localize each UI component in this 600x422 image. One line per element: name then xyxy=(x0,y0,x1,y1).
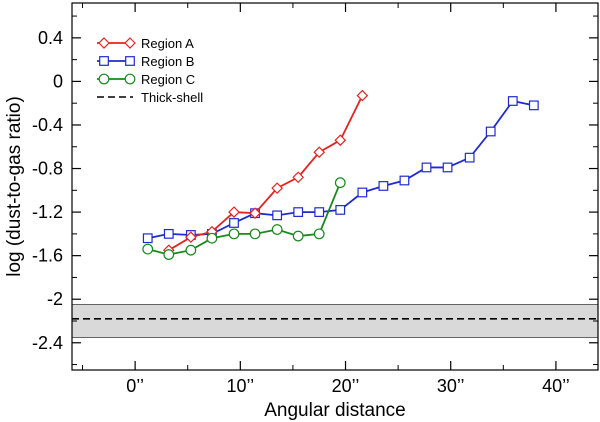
region-b-point xyxy=(314,207,325,217)
region-c-point xyxy=(313,228,325,240)
region-c-point xyxy=(185,244,197,256)
legend-label-region-b: Region B xyxy=(141,54,194,69)
region-c-line xyxy=(147,182,342,256)
region-b-point xyxy=(163,228,174,239)
legend: Region A Region B Region C Thick-shell xyxy=(97,36,203,105)
region-b-point xyxy=(357,187,368,198)
y-tick-label: -2 xyxy=(47,289,63,309)
legend-marker-region-c xyxy=(98,73,110,85)
region-a-point xyxy=(185,231,197,243)
region-a-line xyxy=(168,95,364,251)
region-c-point xyxy=(292,230,304,242)
region-c-point xyxy=(334,177,346,189)
legend-marker-region-c xyxy=(124,73,136,85)
region-c-series xyxy=(142,177,346,260)
region-b-point xyxy=(293,207,304,217)
region-a-point xyxy=(249,207,261,220)
region-a-point xyxy=(271,182,283,194)
y-tick-label: 0.4 xyxy=(38,28,63,48)
region-b-point xyxy=(378,181,389,191)
region-c-point xyxy=(228,228,240,240)
y-tick-label: -1.6 xyxy=(32,246,63,266)
region-a-point xyxy=(313,146,326,159)
region-b-point xyxy=(399,175,410,186)
y-tick-label: -0.4 xyxy=(32,115,63,135)
x-tick-label: 10’’ xyxy=(226,376,254,396)
region-b-point xyxy=(464,152,475,163)
x-axis-title: Angular distance xyxy=(264,400,406,421)
region-c-point xyxy=(249,228,261,240)
y-tick-label: -0.8 xyxy=(32,159,63,179)
x-tick-label: 20’’ xyxy=(332,376,360,396)
region-b-point xyxy=(485,126,496,137)
legend-marker-region-a xyxy=(124,37,136,49)
region-b-point xyxy=(507,96,518,106)
region-b-point xyxy=(442,162,453,173)
region-a-point xyxy=(334,134,347,147)
legend-marker-region-b xyxy=(125,56,135,66)
legend-label-thick-shell: Thick-shell xyxy=(141,90,203,105)
legend-label-region-c: Region C xyxy=(141,72,195,87)
region-a-point xyxy=(356,89,369,102)
y-tick-label: 0 xyxy=(53,71,63,91)
region-c-point xyxy=(163,249,175,260)
legend-marker-region-b xyxy=(99,56,109,66)
y-axis-title: log (dust-to-gas ratio) xyxy=(4,96,25,277)
region-b-point xyxy=(272,210,283,221)
region-b-point xyxy=(421,162,432,173)
x-tick-label: 0’’ xyxy=(126,376,144,396)
y-tick-label: -1.2 xyxy=(32,202,63,222)
y-tick-label: -2.4 xyxy=(32,333,63,353)
region-c-point xyxy=(206,232,218,244)
region-c-point xyxy=(142,243,154,255)
region-a-point xyxy=(228,206,240,218)
plot-frame xyxy=(71,2,599,371)
region-b-point xyxy=(528,100,539,111)
legend-marker-region-a xyxy=(98,37,110,49)
legend-label-region-a: Region A xyxy=(141,36,194,51)
region-b-point xyxy=(229,218,239,228)
region-b-point xyxy=(335,205,346,215)
region-a-point xyxy=(292,171,305,184)
region-b-point xyxy=(142,233,153,244)
region-c-point xyxy=(271,224,283,235)
thick-shell-band xyxy=(71,304,599,338)
x-tick-label: 30’’ xyxy=(437,376,465,396)
x-tick-label: 40’’ xyxy=(542,376,570,396)
